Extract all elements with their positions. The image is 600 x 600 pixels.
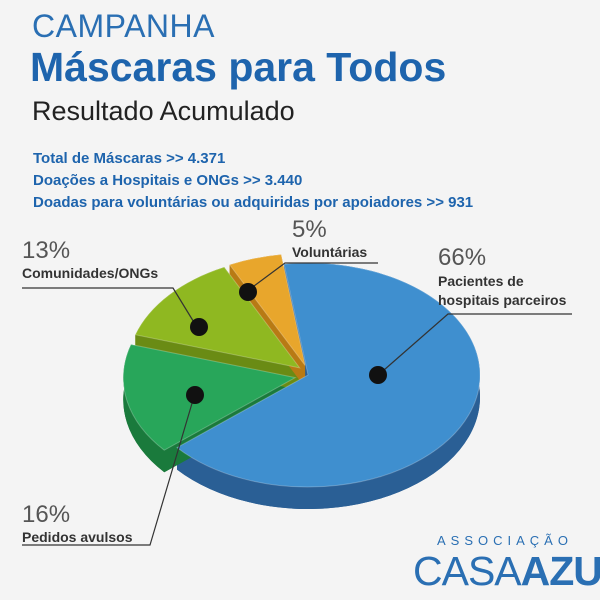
pie-slice-3 [228, 253, 306, 366]
slice-percent-label-1: 16% [22, 501, 70, 528]
stat-volunteers: Doadas para voluntárias ou adquiridas po… [33, 194, 474, 211]
campaign-label: CAMPANHA [32, 8, 215, 44]
slice-category-label-3: Voluntárias [292, 244, 367, 260]
stats-block: Total de Máscaras >> 4.371 Doações a Hos… [33, 148, 473, 214]
slice-category-label-1: Pedidos avulsos [22, 529, 133, 545]
page-title: Máscaras para Todos [30, 44, 447, 90]
logo-left-text: CASA [413, 548, 522, 594]
slice-category-label-0: Pacientes de [438, 273, 524, 289]
slice-percent-label-0: 66% [438, 244, 486, 271]
logo-top-text: ASSOCIAÇÃO [437, 533, 573, 548]
leader-line-3 [249, 262, 378, 290]
pie-slice-2 [134, 266, 301, 369]
stat-total: Total de Máscaras >> 4.371 [33, 150, 226, 167]
slice-dot-2 [190, 318, 208, 336]
leader-line-2 [22, 287, 196, 325]
slice-category-label-2: Comunidades/ONGs [22, 265, 158, 281]
slice-dot-0 [369, 366, 387, 384]
logo-right-text: AZUL [520, 548, 600, 594]
leader-line-1 [22, 399, 194, 546]
pie-slice-rim-0 [177, 263, 480, 509]
slice-percent-label-2: 13% [22, 237, 70, 264]
stat-hospitals: Doações a Hospitais e ONGs >> 3.440 [33, 172, 303, 189]
pie-slice-0 [176, 262, 481, 488]
leader-line-0 [383, 313, 572, 371]
slice-category-label-0: hospitais parceiros [438, 292, 567, 308]
slice-percent-label-3: 5% [292, 216, 327, 243]
slice-dot-1 [186, 386, 204, 404]
pie-slice-1 [122, 343, 297, 451]
slice-dot-3 [239, 283, 257, 301]
logo: CASAAZUL [413, 548, 600, 595]
page-subtitle: Resultado Acumulado [32, 96, 295, 126]
